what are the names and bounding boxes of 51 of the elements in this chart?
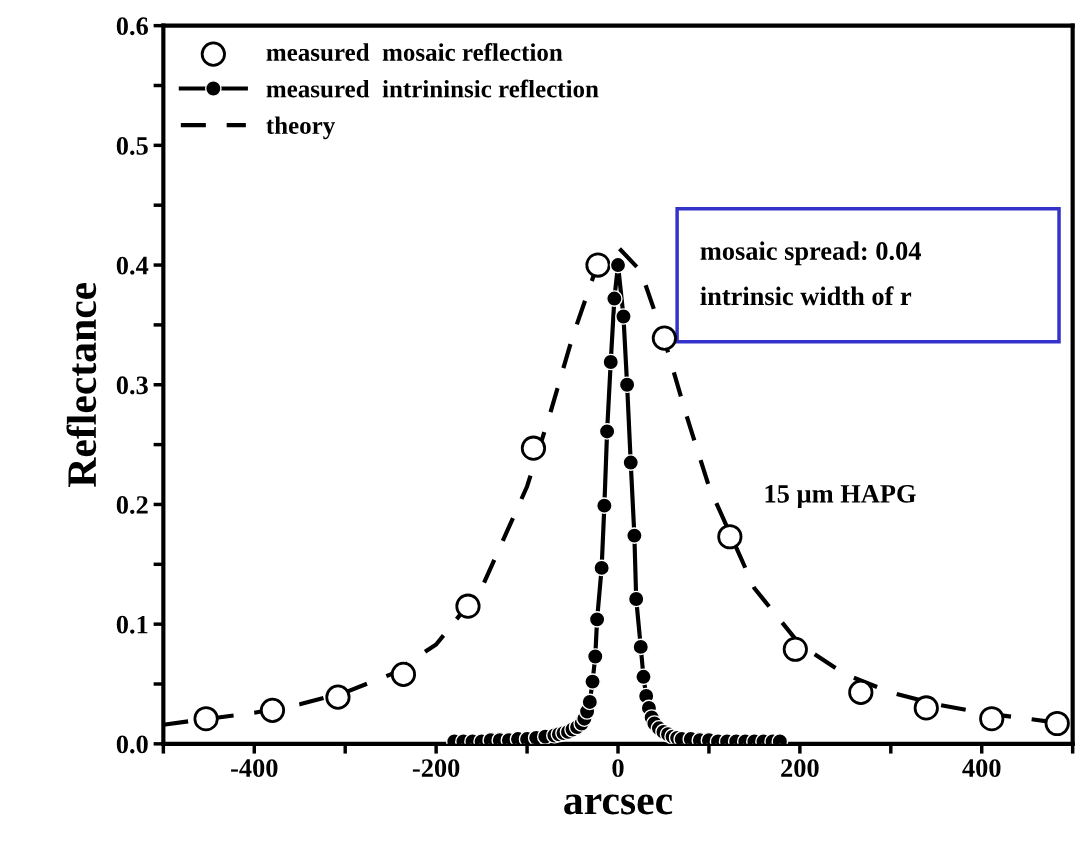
legend-label: theory [266, 116, 336, 140]
point [325, 684, 351, 710]
y-tick-label: 0.2 [116, 496, 148, 514]
point [588, 611, 606, 628]
point [593, 559, 610, 577]
y-tick-label: 0.5 [116, 136, 148, 155]
point [606, 290, 623, 307]
point [1044, 710, 1070, 737]
annotation: mosaic spread: 0.04 [700, 241, 921, 266]
point [615, 308, 632, 325]
y-tick-label: 0.6 [116, 17, 148, 36]
y-tick-label: 0.4 [116, 256, 149, 275]
point [602, 353, 620, 371]
point [390, 661, 416, 688]
legend-label: measured intrininsic reflection [266, 79, 599, 98]
annotation: intrinsic width of r [700, 286, 912, 306]
point [848, 679, 874, 705]
point [782, 636, 808, 662]
legend-label: measured mosaic reflection [266, 43, 563, 61]
point [627, 590, 645, 608]
x-tick-label: 400 [962, 759, 1001, 777]
point [581, 693, 599, 711]
annotation: 15 µm HAPG [765, 484, 916, 509]
point [259, 697, 286, 723]
point [635, 668, 652, 686]
y-tick-label: 0.0 [116, 735, 148, 754]
point [598, 423, 616, 440]
point [585, 252, 611, 278]
point [193, 706, 219, 732]
y-tick-label: 0.1 [116, 615, 148, 634]
x-tick-label: -200 [412, 759, 460, 777]
point [913, 695, 939, 721]
x-tick-label: 0 [612, 759, 624, 777]
point [651, 325, 677, 351]
y-axis-title: Reflectance [66, 282, 97, 487]
x-axis-title: arcsec [564, 794, 673, 815]
point [632, 638, 650, 656]
y-tick-label: 0.3 [116, 376, 148, 395]
point [520, 435, 547, 461]
point [979, 706, 1005, 732]
point [584, 673, 601, 690]
point [622, 454, 640, 471]
point [618, 376, 636, 394]
x-tick-label: -400 [231, 759, 278, 777]
point [626, 527, 643, 544]
point [455, 593, 481, 619]
point [596, 497, 613, 514]
point [609, 256, 627, 274]
x-tick-label: 200 [781, 759, 819, 777]
point [717, 524, 743, 550]
point [586, 648, 604, 665]
